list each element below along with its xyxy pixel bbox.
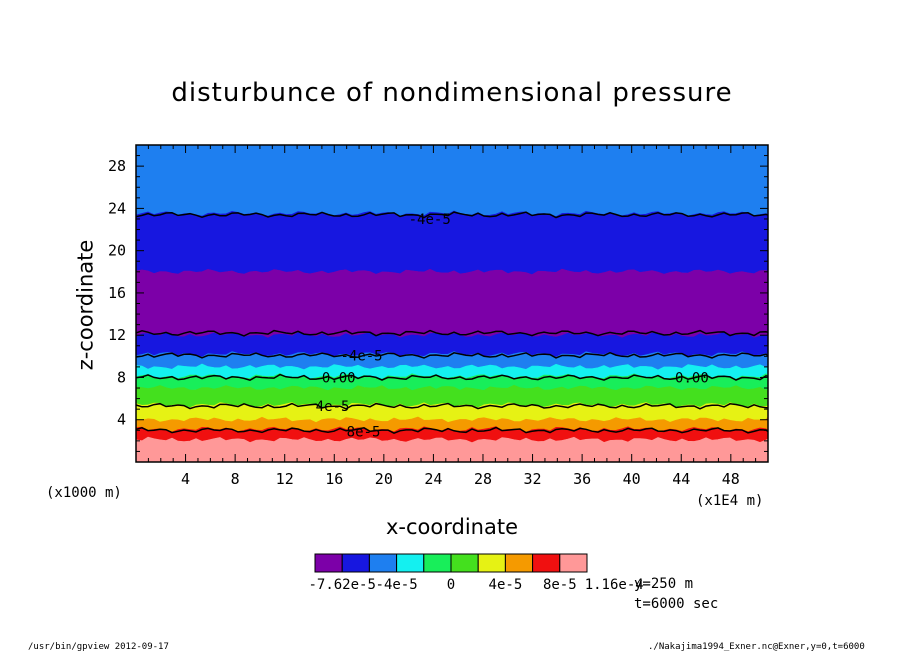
x-tick-label: 20: [375, 470, 393, 488]
contour-label: 8e-5: [347, 424, 381, 440]
colorbar-cell: [368, 553, 398, 573]
y-tick-label: 8: [117, 368, 126, 386]
contour-line: [135, 402, 768, 410]
contour-label: 0.00: [675, 370, 709, 386]
chart-title: disturbunce of nondimensional pressure: [171, 78, 733, 108]
contour-label: -4e-5: [340, 348, 382, 364]
contour-line: [135, 373, 769, 382]
y-tick-label: 28: [108, 157, 126, 175]
x-tick-label: 40: [623, 470, 641, 488]
x-tick-label: 36: [573, 470, 591, 488]
x-unit-left: (x1000 m): [46, 485, 122, 501]
x-tick-label: 44: [672, 470, 690, 488]
contour-line: [135, 426, 769, 435]
colorbar-label: -7.62e-5: [308, 577, 375, 593]
y-tick-label: 20: [108, 242, 126, 260]
x-tick-label: 4: [181, 470, 190, 488]
y-tick-label: 24: [108, 199, 126, 217]
contour-band: [135, 144, 769, 217]
x-tick-label: 32: [524, 470, 542, 488]
x-tick-label: 28: [474, 470, 492, 488]
colorbar-cell: [396, 553, 425, 573]
contour-line: [135, 329, 769, 337]
contour-label: 4e-5: [316, 399, 350, 415]
colorbar-cell: [532, 553, 561, 573]
contour-label: -4e-5: [409, 212, 451, 228]
colorbar-cell: [450, 553, 479, 573]
footer-source: ./Nakajima1994_Exner.nc@Exner,y=0,t=6000: [648, 642, 865, 652]
colorbar-cell: [314, 553, 343, 573]
colorbar-cell: [423, 553, 452, 573]
colorbar-cell: [504, 553, 534, 573]
contour-label: 0.00: [322, 370, 356, 386]
footer-command: /usr/bin/gpview 2012-09-17: [28, 642, 169, 652]
y-tick-label: 12: [108, 326, 126, 344]
colorbar-label: 0: [447, 577, 455, 593]
x-axis-label: x-coordinate: [385, 515, 518, 539]
colorbar-label: 4e-5: [489, 577, 523, 593]
x-unit-right: (x1E4 m): [696, 493, 764, 509]
y-axis-label: z-coordinate: [73, 239, 98, 371]
colorbar-label: 1.16e-4: [585, 577, 644, 593]
x-tick-label: 12: [276, 470, 294, 488]
contour-band: [135, 210, 769, 275]
contour-line: [135, 211, 769, 219]
time-info: t=6000 sec: [634, 596, 719, 612]
colorbar-label: -4e-5: [376, 577, 418, 593]
x-tick-label: 24: [424, 470, 442, 488]
colorbar-cell: [477, 553, 506, 573]
colorbar-cell: [341, 553, 370, 573]
x-tick-label: 8: [231, 470, 240, 488]
colorbar-cell: [559, 553, 588, 573]
contour-band: [135, 268, 769, 339]
colorbar-label: 8e-5: [543, 577, 577, 593]
y-tick-label: 16: [108, 284, 126, 302]
x-tick-label: 16: [325, 470, 343, 488]
contour-band: [135, 384, 769, 409]
contour-line: [135, 351, 769, 359]
y-tick-label: 4: [117, 411, 126, 429]
y-slice-info: y=250 m: [634, 576, 694, 592]
x-tick-label: 48: [722, 470, 740, 488]
